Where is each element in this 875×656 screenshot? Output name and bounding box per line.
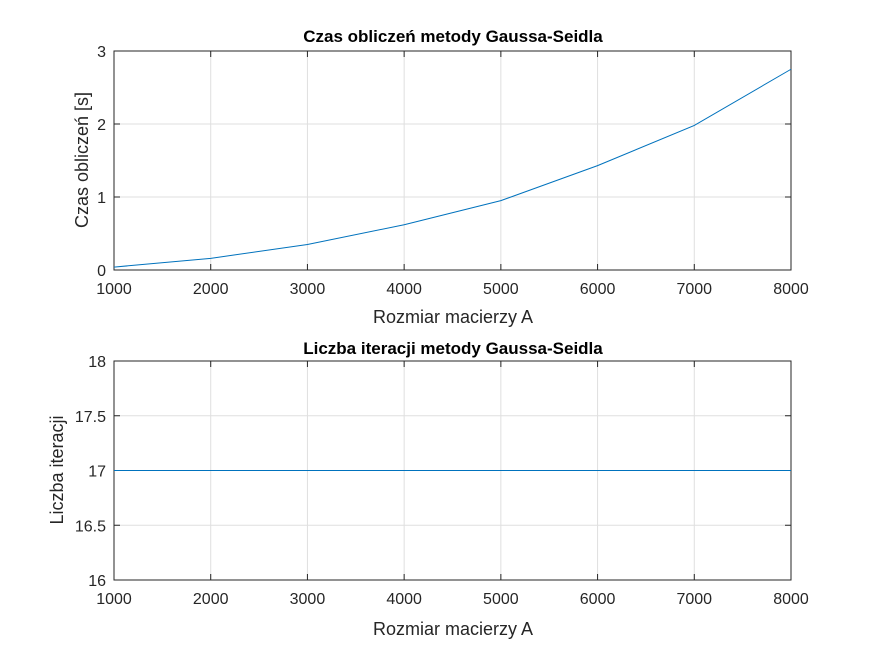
computation-time-chart: Czas obliczeń metody Gaussa-Seidla Rozmi… xyxy=(72,27,809,327)
x-tick-label: 6000 xyxy=(580,281,616,298)
y-tick-label: 0 xyxy=(97,263,106,280)
iteration-count-chart: Liczba iteracji metody Gaussa-Seidla Roz… xyxy=(47,339,809,639)
x-tick-label: 2000 xyxy=(193,591,229,608)
y-tick-label: 3 xyxy=(97,44,106,61)
x-tick-label: 3000 xyxy=(290,281,326,298)
x-tick-label: 5000 xyxy=(483,281,519,298)
x-tick-label: 4000 xyxy=(386,281,422,298)
y-tick-label: 1 xyxy=(97,190,106,207)
series-line xyxy=(113,68,792,268)
x-tick-label: 2000 xyxy=(193,281,229,298)
x-tick-label: 4000 xyxy=(386,591,422,608)
x-tick-label: 7000 xyxy=(676,281,712,298)
y-tick-label: 18 xyxy=(88,354,106,371)
x-tick-label: 8000 xyxy=(773,591,809,608)
chart-title: Liczba iteracji metody Gaussa-Seidla xyxy=(303,339,603,358)
x-tick-label: 6000 xyxy=(580,591,616,608)
x-tick-label: 7000 xyxy=(676,591,712,608)
x-axis-label: Rozmiar macierzy A xyxy=(373,307,533,327)
y-tick-label: 2 xyxy=(97,117,106,134)
x-tick-label: 3000 xyxy=(290,591,326,608)
y-tick-label: 16.5 xyxy=(75,518,106,535)
axes-box xyxy=(113,50,792,271)
x-tick-label: 1000 xyxy=(96,591,132,608)
x-axis-label: Rozmiar macierzy A xyxy=(373,619,533,639)
x-tick-label: 5000 xyxy=(483,591,519,608)
y-axis-label: Czas obliczeń [s] xyxy=(72,92,92,228)
y-tick-label: 16 xyxy=(88,573,106,590)
y-tick-label: 17 xyxy=(88,464,106,481)
x-tick-label: 8000 xyxy=(773,281,809,298)
x-tick-label: 1000 xyxy=(96,281,132,298)
y-tick-label: 17.5 xyxy=(75,409,106,426)
y-axis-label: Liczba iteracji xyxy=(47,415,67,524)
chart-title: Czas obliczeń metody Gaussa-Seidla xyxy=(303,27,603,46)
plot-area xyxy=(114,51,791,270)
